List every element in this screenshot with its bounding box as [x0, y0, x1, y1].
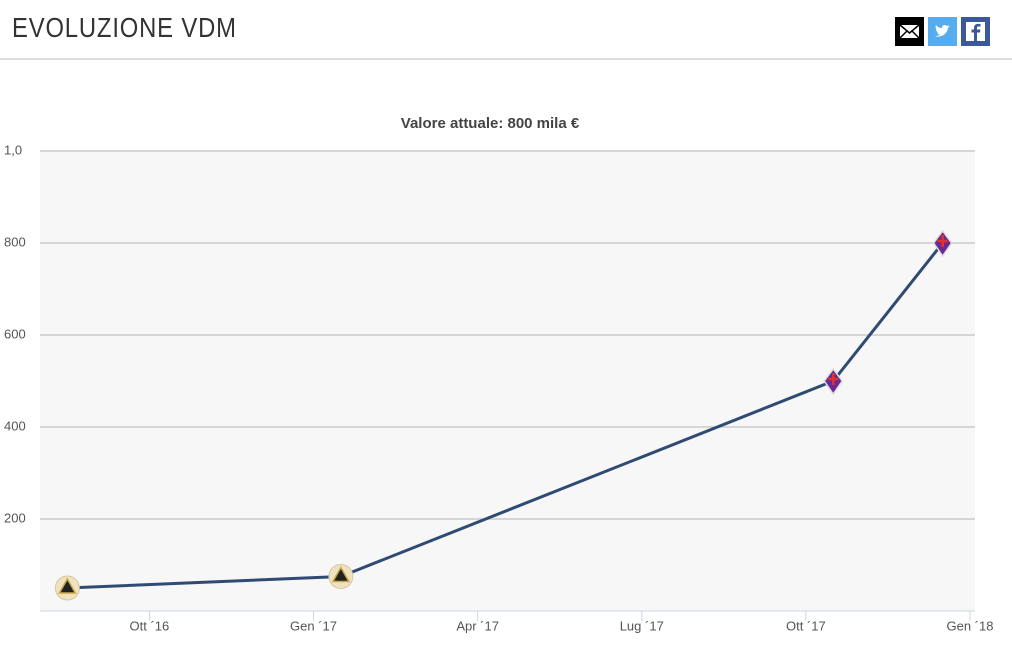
point-marker [932, 229, 953, 258]
y-tick-label: 800 [4, 234, 26, 249]
x-tick-label: Ott ´16 [130, 618, 170, 633]
x-tick-label: Ott ´17 [786, 618, 826, 633]
x-tick-label: Apr ´17 [456, 618, 499, 633]
y-tick-label: 1,0 [4, 142, 22, 157]
y-tick-label: 200 [4, 510, 26, 525]
header-title: EVOLUZIONE VDM [12, 12, 237, 43]
point-marker [328, 564, 354, 589]
y-tick-label: 400 [4, 418, 26, 433]
facebook-icon[interactable] [961, 17, 990, 46]
chart-title: Valore attuale: 800 mila € [401, 115, 580, 132]
plot-background [40, 150, 975, 611]
header: EVOLUZIONE VDM [0, 0, 1012, 60]
x-tick-label: Gen ´18 [947, 618, 994, 633]
x-tick-label: Lug ´17 [620, 618, 664, 633]
crest-shape [331, 565, 351, 583]
twitter-icon[interactable] [928, 17, 957, 46]
x-tick-label: Gen ´17 [290, 618, 337, 633]
crest-cross [937, 235, 948, 247]
series-line [67, 242, 944, 590]
point-marker [823, 367, 844, 396]
crest-shape [58, 577, 77, 594]
point-marker [54, 575, 80, 601]
crest-cross [828, 373, 839, 385]
mail-icon[interactable] [895, 17, 924, 46]
y-tick-label: 600 [4, 326, 26, 341]
